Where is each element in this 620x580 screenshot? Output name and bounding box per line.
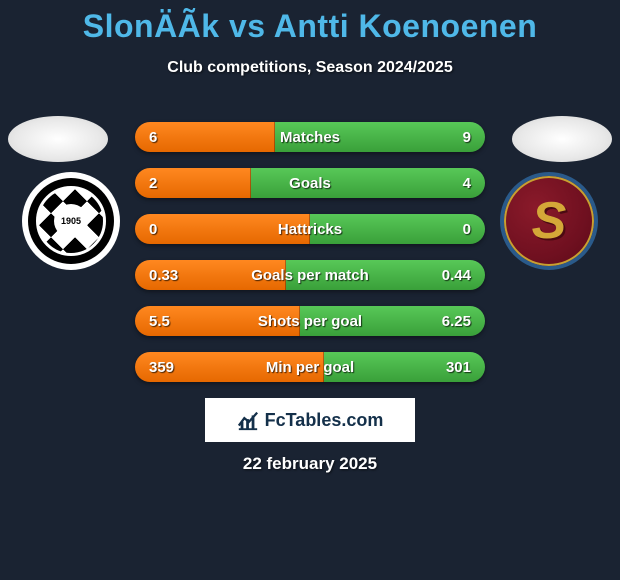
stat-value-right: 6.25 xyxy=(442,313,471,330)
team-right-crest: S xyxy=(500,172,598,270)
stat-label: Matches xyxy=(280,129,340,146)
stat-value-left: 359 xyxy=(149,359,174,376)
stat-value-left: 6 xyxy=(149,129,157,146)
player-right-avatar xyxy=(512,116,612,162)
footer-brand: FcTables.com xyxy=(205,398,415,442)
stat-row: 359 301 Min per goal xyxy=(135,352,485,382)
stat-value-left: 0 xyxy=(149,221,157,238)
stat-value-left: 0.33 xyxy=(149,267,178,284)
stat-bar-right xyxy=(251,168,486,198)
stat-row: 6 9 Matches xyxy=(135,122,485,152)
stat-value-left: 2 xyxy=(149,175,157,192)
stat-row: 5.5 6.25 Shots per goal xyxy=(135,306,485,336)
footer-brand-text: FcTables.com xyxy=(265,410,384,431)
stat-label: Goals per match xyxy=(251,267,369,284)
stat-value-left: 5.5 xyxy=(149,313,170,330)
stats-container: 6 9 Matches 2 4 Goals 0 0 Hattricks 0.33 0.44 Goals… xyxy=(135,122,485,398)
team-right-letter: S xyxy=(532,191,567,251)
stat-row: 0.33 0.44 Goals per match xyxy=(135,260,485,290)
stat-value-right: 4 xyxy=(463,175,471,192)
stat-label: Goals xyxy=(289,175,331,192)
footer-date: 22 february 2025 xyxy=(0,454,620,474)
stat-label: Min per goal xyxy=(266,359,354,376)
stat-value-right: 9 xyxy=(463,129,471,146)
stat-value-right: 301 xyxy=(446,359,471,376)
stat-label: Hattricks xyxy=(278,221,342,238)
chart-icon xyxy=(237,409,259,431)
stat-row: 2 4 Goals xyxy=(135,168,485,198)
stat-row: 0 0 Hattricks xyxy=(135,214,485,244)
stat-value-right: 0.44 xyxy=(442,267,471,284)
stat-value-right: 0 xyxy=(463,221,471,238)
page-title: SlonÄÃ­k vs Antti Koenoenen xyxy=(0,0,620,45)
team-left-year: 1905 xyxy=(54,204,88,238)
player-left-avatar xyxy=(8,116,108,162)
team-left-crest: 1905 xyxy=(22,172,120,270)
stat-label: Shots per goal xyxy=(258,313,362,330)
subtitle: Club competitions, Season 2024/2025 xyxy=(0,59,620,77)
